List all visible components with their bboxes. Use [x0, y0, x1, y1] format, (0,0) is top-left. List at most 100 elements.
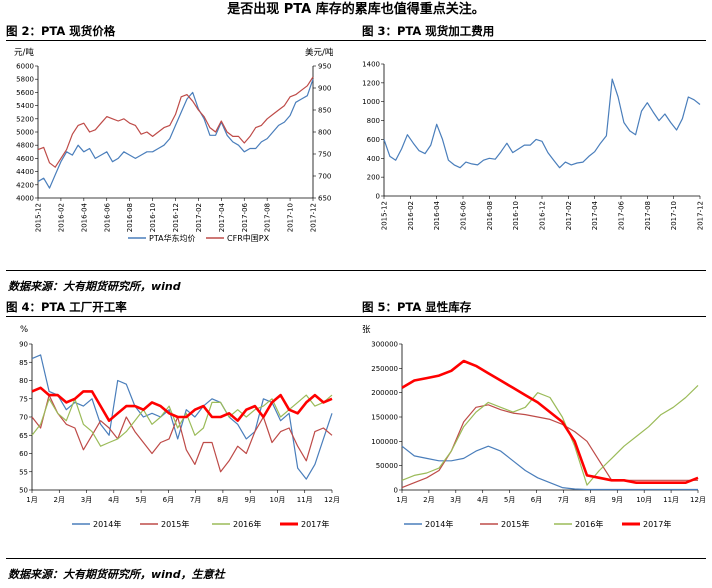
fig2-ytick-label: 5000 [16, 129, 34, 137]
source1-rule [6, 270, 706, 271]
fig2-ytick-label: 4800 [16, 142, 34, 150]
fig5-chart: 0 50000 100000 150000 200000 250000 300000 1月 2月… [362, 325, 706, 529]
fig3-xtick-label: 2015-12 [381, 201, 389, 230]
fig5-legend-label: 2017年 [643, 519, 671, 529]
fig4-xtick-label: 3月 [81, 496, 92, 504]
top-rule [6, 40, 706, 41]
fig5-xtick-label: 6月 [531, 496, 542, 504]
fig5-xtick-label: 11月 [663, 496, 679, 504]
fig2-series-1-line [37, 76, 314, 168]
fig2-ytick-label: 6000 [16, 63, 34, 71]
fig3-xtick-label: 2017-10 [670, 201, 678, 230]
fig4-ytick-label: 55 [19, 468, 28, 476]
fig4-legend-label: 2016年 [233, 519, 261, 529]
fig4-xtick-label: 4月 [108, 496, 119, 504]
fig2-ylabel-right: 美元/吨 [305, 47, 334, 58]
fig2-xtick-label: 2016-06 [103, 202, 111, 232]
fig2-ytick-label: 4200 [16, 181, 34, 189]
fig2-xtick-label: 2017-02 [195, 203, 203, 232]
fig3-xtick-label: 2017-08 [644, 201, 652, 230]
fig5-ytick-label: 100000 [371, 438, 398, 446]
fig2-ytick-right-label: 800 [318, 129, 331, 137]
fig3-ytick-label: 200 [367, 174, 380, 182]
fig3-ytick-label: 1000 [362, 98, 380, 106]
fig3-xtick-label: 2016-04 [433, 200, 441, 230]
fig4-ytick-label: 75 [19, 395, 28, 403]
fig3-ytick-label: 800 [367, 117, 380, 125]
fig2-ytick-right-label: 750 [318, 151, 331, 159]
fig5-xtick-label: 5月 [504, 496, 515, 504]
fig2-ytick-label: 5600 [16, 89, 34, 97]
fig3-xtick-label: 2016-02 [407, 201, 415, 230]
fig4-ytick-label: 50 [19, 487, 28, 495]
fig3-xtick-label: 2016-06 [460, 200, 468, 230]
fig2-ytick-right-label: 700 [318, 173, 331, 181]
fig3-ytick-label: 400 [367, 155, 380, 163]
fig4-chart: 50 55 60 65 70 75 80 85 90 1月 2月 3月 4月 5月 6月 7月 8月 9月 10月 1… [19, 325, 340, 529]
fig4-legend-label: 2017年 [301, 519, 329, 529]
fig5-ytick-label: 50000 [376, 462, 398, 470]
fig4-xtick-label: 11月 [297, 496, 313, 504]
fig5-legend-label: 2014年 [425, 519, 453, 529]
fig3-xtick-label: 2016-08 [486, 201, 494, 230]
fig5-series-3-line [401, 359, 699, 484]
fig5-xtick-label: 1月 [396, 496, 407, 504]
fig5-ytick-label: 300000 [371, 341, 398, 349]
fig4-legend-label: 2014年 [93, 519, 121, 529]
fig2-xtick-label: 2017-10 [287, 203, 295, 232]
fig2-xtick-label: 2016-10 [149, 203, 157, 232]
fig5-ytick-label: 200000 [371, 389, 398, 397]
fig3-chart: 0 200 400 600 800 1000 1200 1400 2015-12 2016-02 2… [362, 61, 705, 231]
fig3-ytick-label: 1400 [362, 61, 380, 69]
fig5-ytick-label: 0 [394, 487, 398, 495]
fig4-ytick-label: 60 [19, 450, 28, 458]
fig4-xtick-label: 12月 [324, 496, 340, 504]
fig5-xtick-label: 8月 [585, 496, 596, 504]
fig2-ytick-label: 4000 [16, 195, 34, 203]
fig5-ytick-label: 250000 [371, 365, 398, 373]
fig3-title: 图 3：PTA 现货加工费用 [362, 24, 495, 38]
fig2-ytick-label: 5200 [16, 115, 34, 123]
fig3-xtick-label: 2017-12 [697, 201, 705, 230]
fig2-xtick-label: 2017-08 [264, 203, 272, 232]
header-text: 是否出现 PTA 库存的累库也值得重点关注。 [227, 2, 485, 17]
source2-rule [6, 558, 706, 559]
fig4-ytick-label: 70 [19, 414, 28, 422]
fig2-title: 图 2：PTA 现货价格 [6, 24, 116, 38]
fig5-xtick-label: 4月 [477, 496, 488, 504]
fig3-xtick-label: 2017-02 [565, 201, 573, 230]
fig4-xtick-label: 2月 [54, 496, 65, 504]
fig2-ytick-label: 4600 [16, 155, 34, 163]
fig2-ylabel: 元/吨 [14, 47, 34, 58]
fig2-chart: 4000 4200 4400 4600 4800 5000 5200 5400 5600 5800… [14, 47, 334, 243]
fig5-series-0-line [401, 445, 698, 491]
source1-text: 数据来源：大有期货研究所，wind [8, 280, 181, 293]
fig5-title: 图 5：PTA 显性库存 [362, 300, 472, 314]
fig3-ytick-label: 0 [376, 193, 380, 201]
fig5-legend-label: 2016年 [575, 519, 603, 529]
mid-rule [6, 316, 706, 317]
fig3-ytick-label: 1200 [362, 79, 380, 87]
fig3-xtick-label: 2017-06 [618, 200, 626, 230]
fig2-legend-label: CFR中国PX [227, 233, 270, 243]
fig2-ytick-label: 5400 [16, 102, 34, 110]
fig2-xtick-label: 2016-02 [57, 203, 65, 232]
fig4-xtick-label: 10月 [269, 496, 285, 504]
fig5-series-1-line [401, 404, 698, 489]
fig5-series-2-line [401, 384, 699, 486]
fig4-legend-label: 2015年 [161, 519, 189, 529]
fig2-series-0-line [37, 79, 314, 189]
fig2-xtick-label: 2017-06 [241, 202, 249, 232]
fig2-ytick-label: 5800 [16, 76, 34, 84]
fig4-xtick-label: 6月 [163, 496, 174, 504]
fig4-xtick-label: 9月 [244, 496, 255, 504]
fig2-xtick-label: 2016-12 [172, 203, 180, 232]
fig2-xtick-label: 2016-08 [126, 203, 134, 232]
fig4-ytick-label: 85 [19, 359, 28, 367]
fig4-series-2-line [31, 394, 333, 447]
fig5-xtick-label: 7月 [558, 496, 569, 504]
fig2-ytick-right-label: 650 [318, 195, 331, 203]
fig3-xtick-label: 2017-04 [591, 200, 599, 230]
fig2-ytick-right-label: 950 [318, 63, 331, 71]
fig4-ylabel: % [20, 325, 28, 335]
